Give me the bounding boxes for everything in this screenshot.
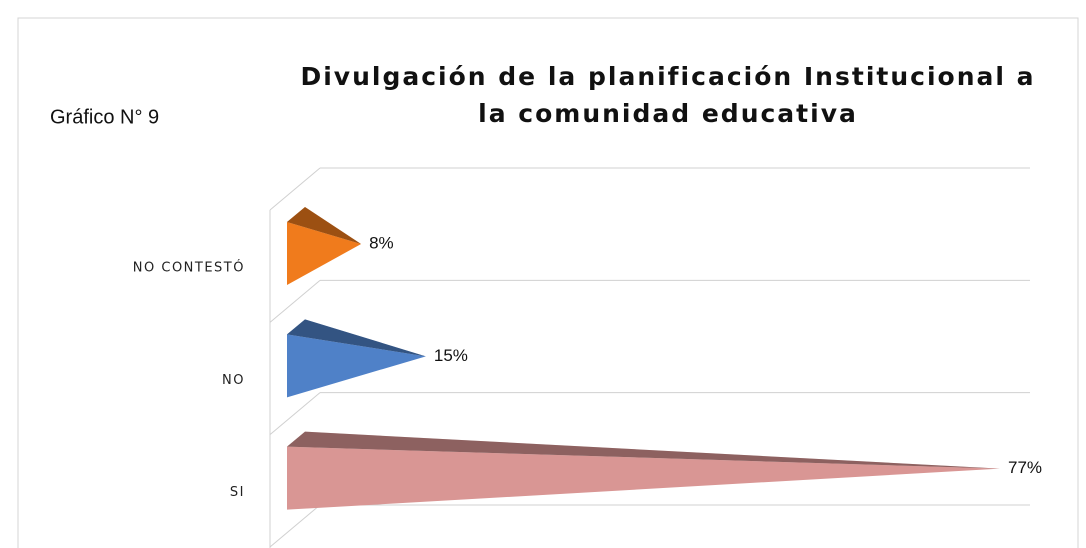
bar — [287, 319, 426, 398]
value-label: 77% — [1008, 458, 1042, 477]
bar-front — [287, 334, 426, 398]
bar-top — [287, 207, 362, 244]
category-label: NO — [222, 373, 245, 388]
bar — [287, 431, 1000, 510]
category-label: NO CONTESTÓ — [133, 260, 245, 276]
grid-line — [269, 504, 321, 548]
bar-front — [287, 222, 362, 285]
grid-line — [269, 167, 321, 211]
value-label: 15% — [434, 346, 468, 365]
bar — [287, 207, 362, 285]
bar-front — [287, 446, 1000, 510]
bar-top-shade — [287, 319, 426, 357]
bar-top-shade — [287, 431, 1000, 469]
bar-top — [287, 431, 1000, 469]
chart-title: la comunidad educativa — [478, 99, 858, 128]
chart-title: Divulgación de la planificación Instituc… — [300, 62, 1035, 91]
bar-top — [287, 319, 426, 357]
annotation: Gráfico N° 9 — [50, 106, 159, 128]
grid-line — [269, 279, 321, 323]
category-label: SI — [230, 485, 245, 500]
grid-line — [269, 392, 321, 436]
bar-top-shade — [287, 207, 362, 244]
value-label: 8% — [369, 233, 394, 252]
